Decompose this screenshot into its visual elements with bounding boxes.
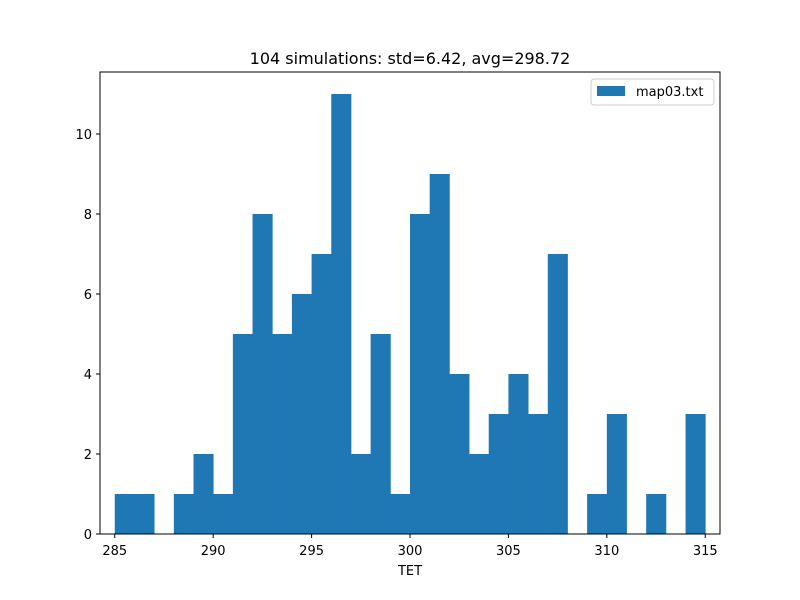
histogram-bar (449, 374, 470, 534)
histogram-bar (410, 214, 431, 534)
histogram-bar (311, 254, 332, 534)
legend-swatch (597, 86, 625, 96)
histogram-bar (587, 494, 608, 534)
y-tick-label: 8 (84, 208, 92, 223)
chart-title: 104 simulations: std=6.42, avg=298.72 (250, 49, 571, 68)
x-tick-label: 315 (693, 544, 718, 559)
histogram-bar (606, 414, 627, 534)
histogram-bar (508, 374, 529, 534)
histogram-bar (272, 334, 293, 534)
legend-label: map03.txt (636, 85, 703, 100)
histogram-bar (193, 454, 214, 534)
histogram-bar (350, 454, 372, 534)
x-tick-label: 290 (201, 544, 226, 559)
histogram-bar (291, 294, 312, 534)
y-tick-label: 2 (84, 448, 92, 463)
histogram-bar (646, 494, 667, 534)
histogram-bar (331, 94, 352, 534)
y-tick-label: 6 (84, 288, 92, 303)
histogram-bar (685, 414, 706, 534)
y-axis-ticks: 0 2 4 6 8 10 (75, 128, 100, 543)
histogram-bar (390, 494, 411, 534)
histogram-bar (488, 414, 509, 534)
histogram-bar (547, 254, 568, 534)
histogram-bar (213, 494, 234, 534)
histogram-bar (134, 494, 155, 534)
histogram-bar (232, 334, 253, 534)
x-axis-label: TET (397, 564, 422, 579)
histogram-bar (469, 454, 490, 534)
legend-frame (590, 78, 715, 106)
x-tick-label: 295 (299, 544, 324, 559)
histogram-bar (173, 494, 194, 534)
histogram-bar (429, 174, 450, 534)
x-tick-label: 285 (102, 544, 127, 559)
x-tick-label: 305 (496, 544, 521, 559)
y-tick-label: 4 (84, 368, 92, 383)
y-tick-label: 0 (84, 528, 92, 543)
histogram-bar (528, 414, 549, 534)
bars-group (114, 94, 706, 534)
y-tick-label: 10 (75, 128, 92, 143)
histogram-bar (370, 334, 391, 534)
x-axis-ticks: 285 290 295 300 305 310 315 (102, 534, 718, 559)
legend: map03.txt (590, 78, 715, 106)
x-tick-label: 300 (398, 544, 423, 559)
histogram-bar (114, 494, 135, 534)
x-tick-label: 310 (594, 544, 619, 559)
histogram-bar (252, 214, 273, 534)
